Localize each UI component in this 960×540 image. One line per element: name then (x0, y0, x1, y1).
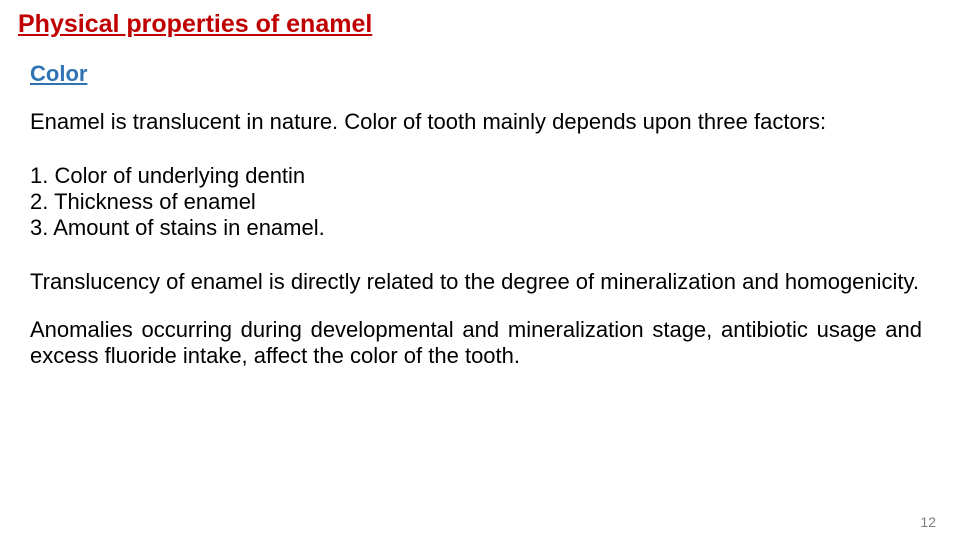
list-item: 3. Amount of stains in enamel. (30, 215, 942, 241)
translucency-paragraph: Translucency of enamel is directly relat… (30, 269, 922, 295)
slide-container: Physical properties of enamel Color Enam… (0, 0, 960, 379)
factors-list: 1. Color of underlying dentin 2. Thickne… (18, 163, 942, 241)
intro-paragraph: Enamel is translucent in nature. Color o… (30, 109, 922, 135)
section-title: Color (30, 61, 942, 87)
list-item: 1. Color of underlying dentin (30, 163, 942, 189)
list-item: 2. Thickness of enamel (30, 189, 942, 215)
main-title: Physical properties of enamel (18, 10, 942, 39)
anomalies-paragraph: Anomalies occurring during developmental… (30, 317, 922, 369)
page-number: 12 (920, 514, 936, 530)
